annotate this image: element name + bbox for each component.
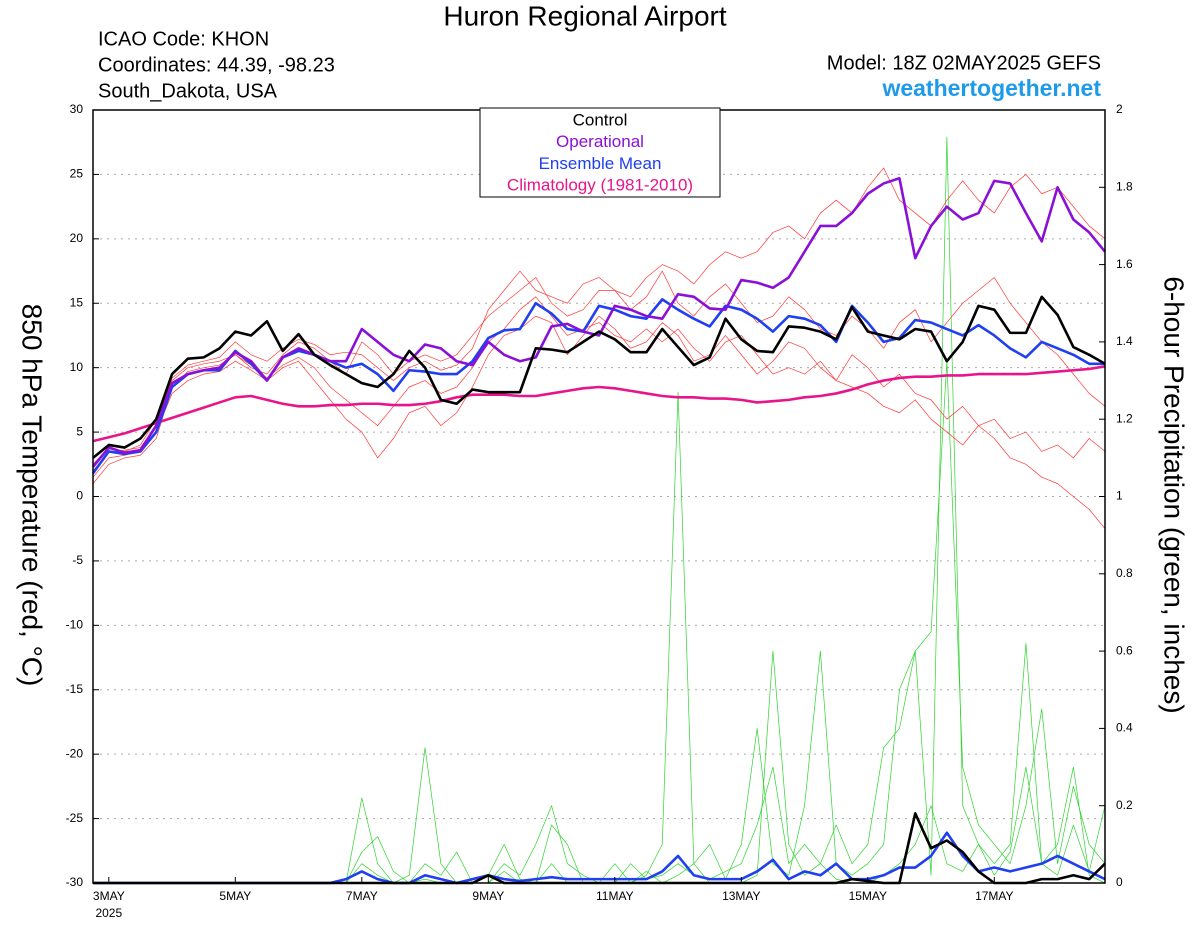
y2-tick-label: 1.8 bbox=[1116, 179, 1133, 193]
y2-tick-label: 0 bbox=[1116, 875, 1123, 889]
y2-tick-label: 1 bbox=[1116, 489, 1123, 503]
y-tick-label: -25 bbox=[66, 811, 84, 825]
y-tick-label: -5 bbox=[72, 553, 83, 567]
y2-tick-label: 0.6 bbox=[1116, 643, 1133, 657]
model-label: Model: 18Z 02MAY2025 GEFS bbox=[827, 52, 1101, 74]
y2-tick-label: 0.4 bbox=[1116, 721, 1133, 735]
legend: Control Operational Ensemble Mean Climatolo… bbox=[479, 107, 721, 198]
series-line bbox=[91, 176, 1107, 468]
precip-line bbox=[93, 812, 1106, 885]
axes: -30-25-20-15-10-505101520253000.20.40.60… bbox=[66, 102, 1133, 920]
x-tick-label: 3MAY bbox=[93, 889, 125, 903]
precip-line bbox=[93, 136, 1106, 884]
y-axis-label: 850 hPa Temperature (red, °C) bbox=[17, 304, 48, 687]
precip-line bbox=[93, 831, 1106, 885]
y2-tick-label: 1.4 bbox=[1116, 334, 1133, 348]
y2-tick-label: 0.2 bbox=[1116, 798, 1133, 812]
x-year-label: 2025 bbox=[95, 906, 122, 920]
legend-box bbox=[479, 107, 721, 198]
grid bbox=[93, 109, 1105, 884]
precip-line bbox=[93, 391, 1106, 884]
series-line bbox=[92, 365, 1106, 443]
y-tick-label: -10 bbox=[66, 618, 84, 632]
y-tick-label: 15 bbox=[70, 295, 84, 309]
x-tick-label: 15MAY bbox=[849, 889, 887, 903]
series-line bbox=[92, 295, 1106, 459]
y-tick-label: -30 bbox=[66, 875, 84, 889]
x-tick-label: 5MAY bbox=[219, 889, 251, 903]
y2-tick-label: 0.8 bbox=[1116, 566, 1133, 580]
legend-entry: Climatology (1981-2010) bbox=[507, 176, 693, 195]
plot-area bbox=[91, 136, 1107, 885]
member-line bbox=[92, 167, 1106, 465]
y2-tick-label: 2 bbox=[1116, 102, 1123, 116]
y-tick-label: 10 bbox=[70, 360, 84, 374]
header-line: ICAO Code: KHON bbox=[98, 28, 269, 50]
header-line: South_Dakota, USA bbox=[98, 80, 278, 102]
y2-tick-label: 1.6 bbox=[1116, 257, 1133, 271]
y2-axis-label: 6-hour Precipitation (green, inches) bbox=[1159, 276, 1190, 713]
y-tick-label: 30 bbox=[70, 102, 84, 116]
legend-entry: Operational bbox=[556, 132, 644, 151]
member-line bbox=[92, 270, 1106, 471]
legend-entry: Ensemble Mean bbox=[539, 154, 662, 173]
y-tick-label: -20 bbox=[66, 746, 84, 760]
x-tick-label: 9MAY bbox=[472, 889, 504, 903]
y-tick-label: -15 bbox=[66, 682, 84, 696]
member-line bbox=[92, 315, 1106, 478]
y-tick-label: 25 bbox=[70, 167, 84, 181]
header-line: Coordinates: 44.39, -98.23 bbox=[98, 54, 335, 76]
legend-entry: Control bbox=[573, 110, 628, 129]
x-tick-label: 13MAY bbox=[722, 889, 760, 903]
x-tick-label: 7MAY bbox=[346, 889, 378, 903]
source-label: weathertogether.net bbox=[881, 75, 1101, 101]
y2-tick-label: 1.2 bbox=[1116, 411, 1133, 425]
precip-line bbox=[93, 360, 1106, 884]
y-tick-label: 0 bbox=[76, 489, 83, 503]
x-tick-label: 11MAY bbox=[596, 889, 634, 903]
chart-title: Huron Regional Airport bbox=[443, 0, 726, 31]
y-tick-label: 5 bbox=[76, 424, 83, 438]
y-tick-label: 20 bbox=[70, 231, 84, 245]
x-tick-label: 17MAY bbox=[975, 889, 1013, 903]
